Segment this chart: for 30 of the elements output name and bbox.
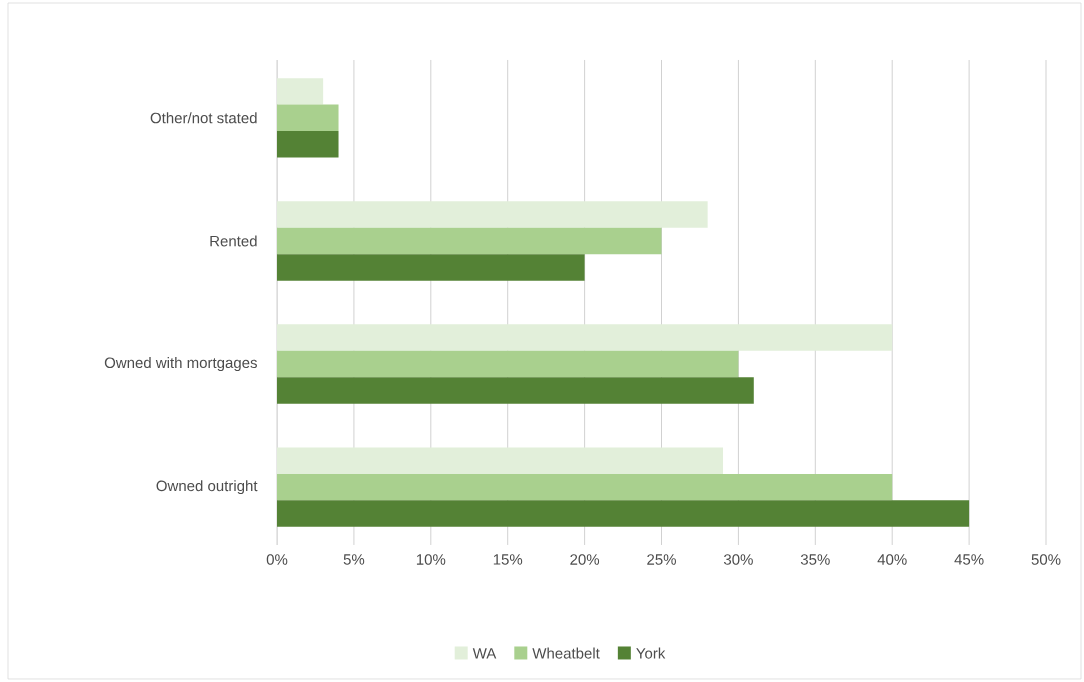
x-tick-label: 50% xyxy=(1031,554,1061,565)
y-tick-label: Rented xyxy=(210,235,257,247)
bar xyxy=(277,78,324,105)
bar xyxy=(277,473,893,501)
x-tick-label: 25% xyxy=(647,554,676,565)
y-tick-label: Owned outright xyxy=(156,480,258,495)
x-tick-label: 35% xyxy=(800,554,830,565)
x-tick-label: 10% xyxy=(416,554,446,565)
y-tick-label: Owned with mortgages xyxy=(104,357,257,372)
bar xyxy=(277,201,708,228)
bar xyxy=(277,254,585,281)
x-tick-label: 15% xyxy=(493,554,523,565)
bar xyxy=(277,350,739,378)
x-tick-label: 20% xyxy=(570,554,600,565)
legend-label: WA xyxy=(472,648,497,659)
bar xyxy=(277,377,754,404)
bar xyxy=(277,104,339,132)
x-tick-label: 30% xyxy=(723,554,753,565)
y-tick-label: Other/not stated xyxy=(150,112,257,124)
bar xyxy=(277,324,893,351)
bar xyxy=(277,227,662,255)
x-tick-label: 45% xyxy=(954,554,984,565)
bar xyxy=(277,500,970,527)
x-tick-label: 5% xyxy=(343,554,365,565)
x-tick-label: 40% xyxy=(877,554,907,565)
legend-label: York xyxy=(636,647,666,659)
bar xyxy=(277,447,724,474)
legend-label: Wheatbelt xyxy=(532,647,600,659)
x-tick-label: 0% xyxy=(266,554,288,565)
bar xyxy=(277,131,339,158)
